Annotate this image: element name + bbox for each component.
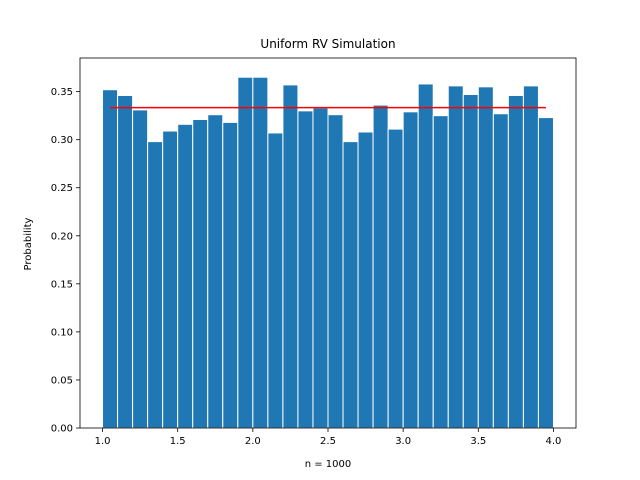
histogram-bar [417, 83, 434, 429]
histogram-bar [507, 94, 524, 429]
histogram-bar [117, 94, 134, 429]
y-tick-label: 0.10 [51, 327, 73, 338]
histogram-bar [537, 117, 554, 429]
x-tick-label: 3.5 [470, 436, 486, 447]
x-axis-ticks: 1.0 1.5 2.0 2.5 3.0 3.5 4.0 [95, 428, 562, 447]
histogram-bar [312, 107, 329, 429]
histogram-bar [102, 89, 119, 429]
x-tick-label: 1.5 [170, 436, 186, 447]
histogram-bar [477, 86, 494, 429]
x-tick-label: 2.0 [245, 436, 261, 447]
histogram-bar [132, 109, 149, 429]
histogram-bar [252, 76, 269, 429]
y-tick-label: 0.00 [51, 424, 73, 435]
y-axis-label: Probability [23, 217, 34, 270]
histogram-bar [192, 119, 209, 429]
histogram-bar [147, 141, 164, 429]
x-axis-label: n = 1000 [305, 459, 352, 470]
y-tick-label: 0.35 [51, 87, 73, 98]
y-tick-label: 0.25 [51, 183, 73, 194]
histogram-bar [447, 85, 464, 429]
histogram-bar [492, 113, 509, 429]
histogram-bar [402, 111, 419, 429]
y-tick-label: 0.15 [51, 279, 73, 290]
histogram-bar [222, 121, 239, 429]
x-tick-label: 4.0 [546, 436, 562, 447]
y-axis-ticks: 0.00 0.05 0.10 0.15 0.20 0.25 0.30 0.35 [51, 87, 80, 435]
histogram-bar [342, 141, 359, 429]
histogram-bar [267, 132, 284, 429]
histogram-bar [387, 128, 404, 429]
histogram-bar [327, 114, 344, 429]
histogram-bar [357, 131, 374, 429]
y-tick-label: 0.05 [51, 375, 73, 386]
histogram-bar [297, 110, 314, 429]
x-tick-label: 3.0 [395, 436, 411, 447]
histogram-bar [372, 104, 389, 429]
histogram-bar [282, 84, 299, 429]
bars-group [102, 76, 554, 429]
histogram-bar [162, 130, 179, 429]
histogram-bar [522, 85, 539, 429]
histogram-bar [237, 76, 254, 429]
histogram-bar [462, 94, 479, 429]
histogram-bar [207, 114, 224, 429]
y-tick-label: 0.20 [51, 231, 73, 242]
x-tick-label: 1.0 [95, 436, 111, 447]
histogram-bar [432, 115, 449, 429]
x-tick-label: 2.5 [320, 436, 336, 447]
histogram-bar [177, 123, 194, 429]
y-tick-label: 0.30 [51, 135, 73, 146]
chart-title: Uniform RV Simulation [260, 37, 395, 51]
